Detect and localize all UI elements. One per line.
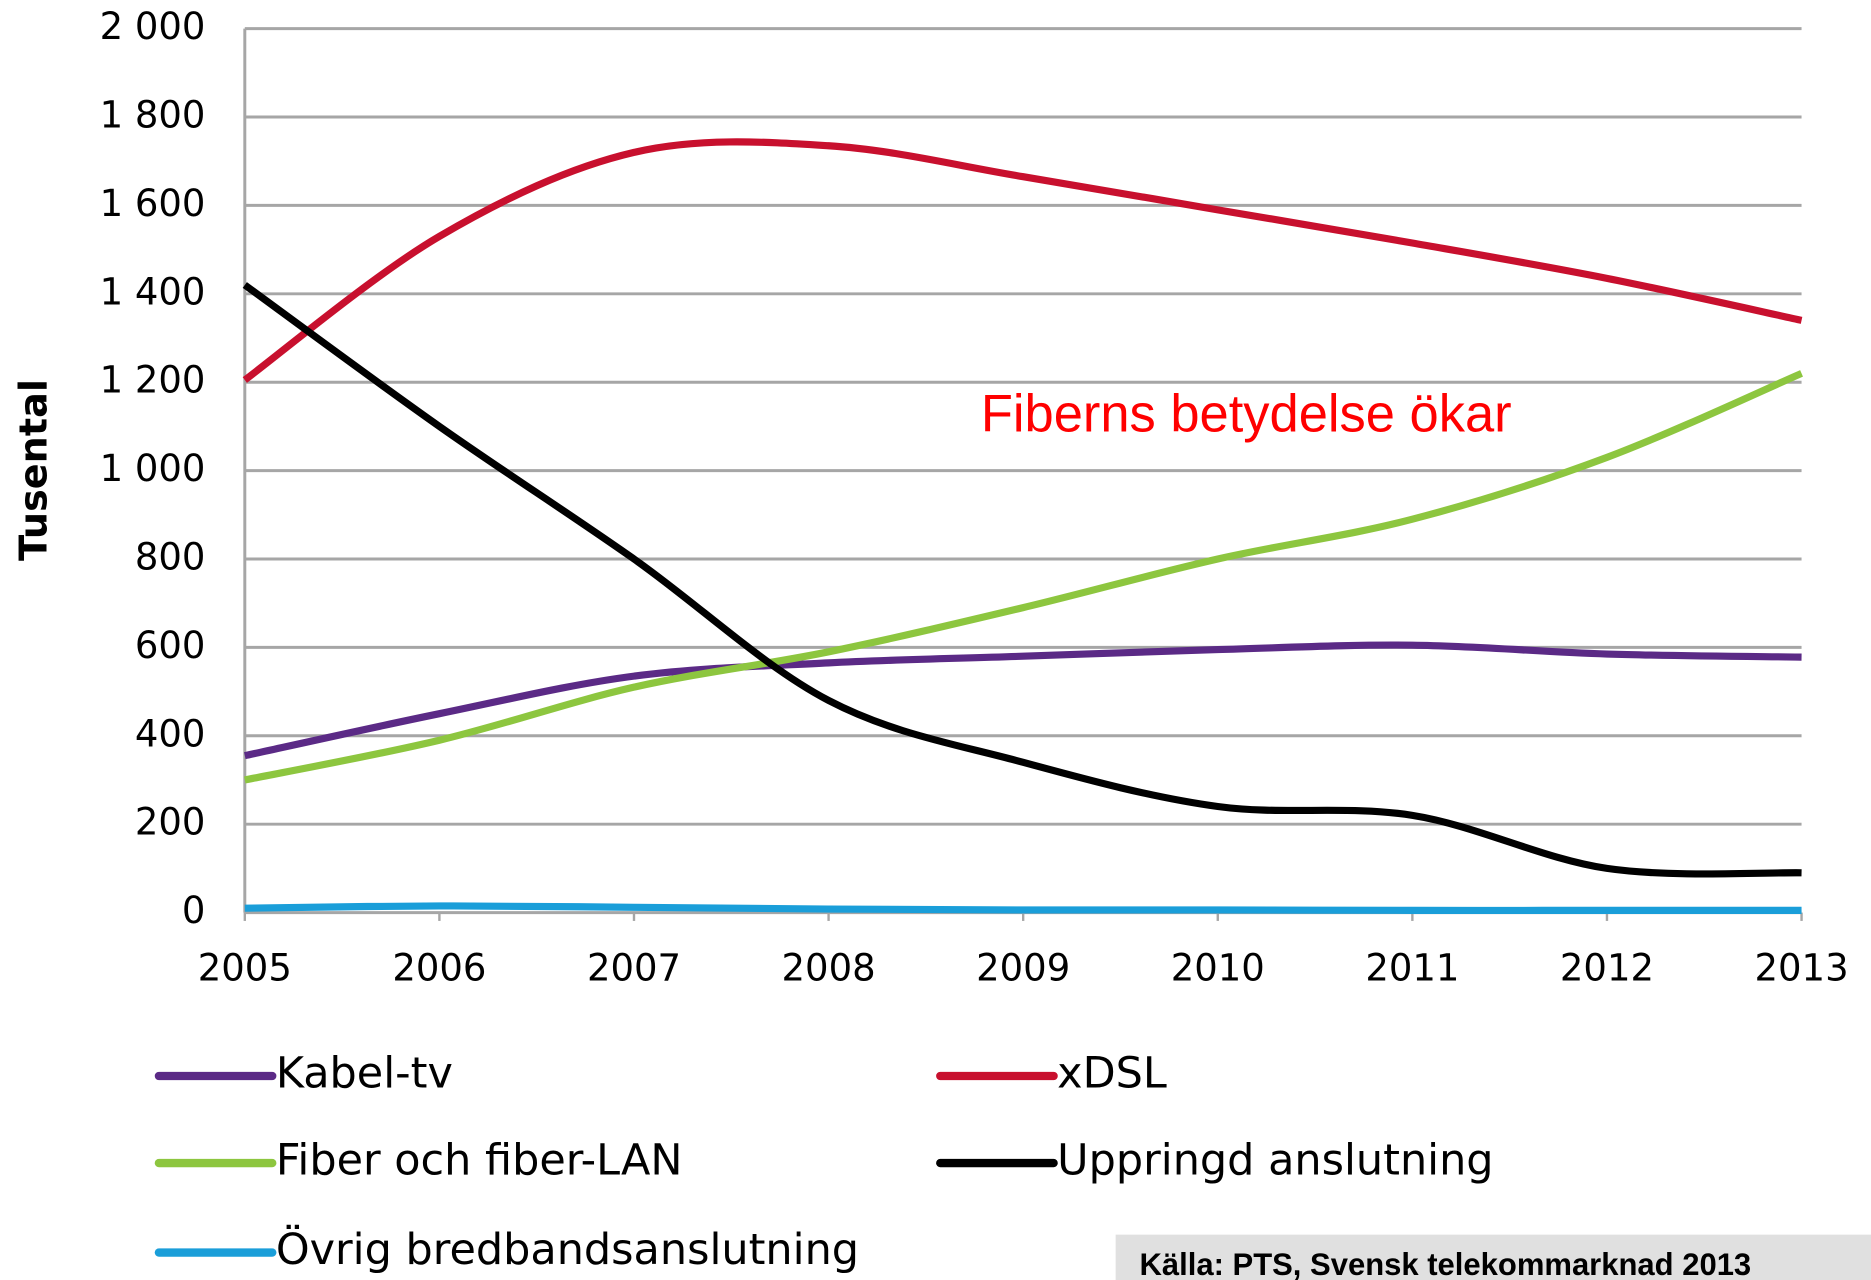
x-tick-label: 2012: [1560, 946, 1654, 989]
x-tick-label: 2010: [1171, 946, 1265, 989]
series-line: [242, 138, 1803, 383]
series-line: [244, 641, 1802, 760]
source-box: [1115, 1234, 1871, 1280]
x-tick-label: 2008: [782, 946, 876, 989]
y-tick-label: 0: [182, 889, 206, 932]
y-tick-label: 600: [135, 624, 206, 667]
series-line: [244, 902, 1802, 914]
x-tick-label: 2009: [976, 946, 1070, 989]
series-line: [242, 282, 1802, 878]
y-tick-label: 1 800: [100, 94, 206, 137]
legend-label: Övrig bredbandsanslutning: [276, 1224, 859, 1275]
y-axis-label: Tusental: [13, 379, 57, 561]
y-tick-label: 1 200: [100, 359, 206, 402]
y-tick-label: 1 600: [100, 182, 206, 225]
y-tick-label: 2 000: [100, 5, 206, 48]
legend-label: Uppringd anslutning: [1057, 1136, 1493, 1186]
annotation: Fiberns betydelse ökar: [981, 384, 1512, 443]
x-tick-label: 2011: [1365, 946, 1459, 989]
source: Källa: PTS, Svensk telekommarknad 2013: [1139, 1247, 1751, 1280]
y-tick-label: 800: [135, 536, 206, 579]
legend-label: xDSL: [1057, 1049, 1167, 1099]
y-tick-label: 400: [135, 712, 206, 755]
x-tick-label: 2005: [198, 946, 292, 989]
legend-label: Kabel-tv: [276, 1049, 453, 1099]
x-tick-label: 2013: [1755, 946, 1849, 989]
legend-label: Fiber och fiber-LAN: [276, 1136, 683, 1186]
y-tick-label: 1 400: [100, 270, 206, 313]
series-line: [244, 370, 1803, 784]
x-tick-label: 2007: [587, 946, 681, 989]
y-tick-label: 200: [135, 801, 206, 844]
x-tick-label: 2006: [392, 946, 486, 989]
y-tick-label: 1 000: [100, 447, 206, 490]
